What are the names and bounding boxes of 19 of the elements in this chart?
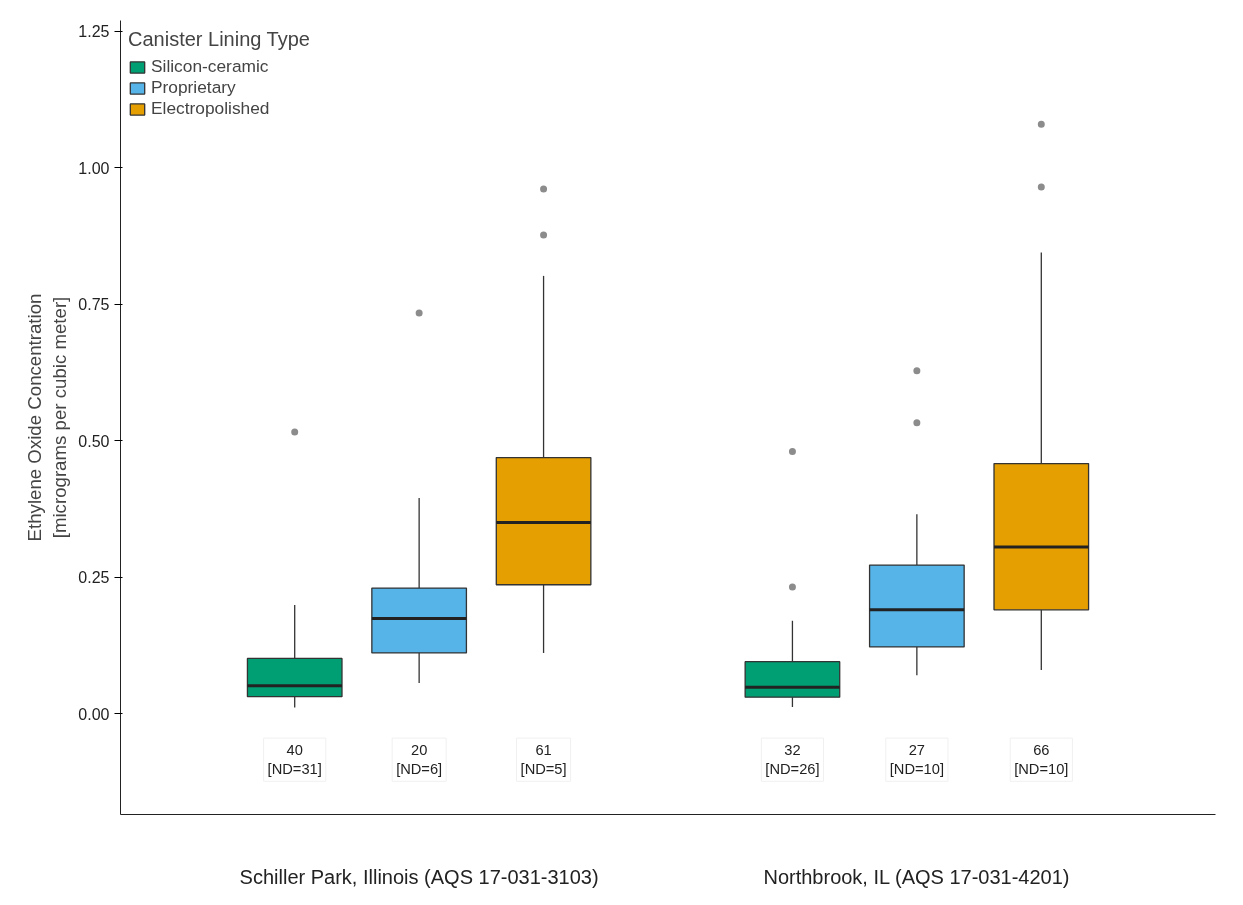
- annotation: 61 [ND=5]: [520, 742, 567, 778]
- y-tick-label: 0.50: [78, 432, 110, 450]
- annotation: 20 [ND=6]: [396, 742, 443, 778]
- x-tick-label: Northbrook, IL (AQS 17-031-4201): [763, 865, 1070, 888]
- legend-label: Silicon-ceramic: [151, 56, 269, 77]
- y-tick-label: 1.00: [78, 159, 110, 177]
- annotation: 27 [ND=10]: [889, 742, 944, 778]
- y-axis-title: Ethylene Oxide Concentration [micrograms per cubic meter]: [24, 293, 71, 542]
- legend-label: Proprietary: [151, 77, 236, 98]
- y-tick-label: 0.25: [78, 569, 110, 587]
- annotation: 66 [ND=10]: [1014, 742, 1069, 778]
- legend-label: Electropolished: [151, 98, 270, 119]
- legend-title: Canister Lining Type: [128, 28, 310, 51]
- x-tick-label: Schiller Park, Illinois (AQS 17-031-3103): [239, 865, 599, 888]
- annotation: 40 [ND=31]: [267, 742, 322, 778]
- y-tick-label: 1.25: [78, 23, 110, 41]
- y-tick-label: 0.75: [78, 296, 110, 314]
- y-tick-label: 0.00: [78, 705, 110, 723]
- annotation: 32 [ND=26]: [765, 742, 820, 778]
